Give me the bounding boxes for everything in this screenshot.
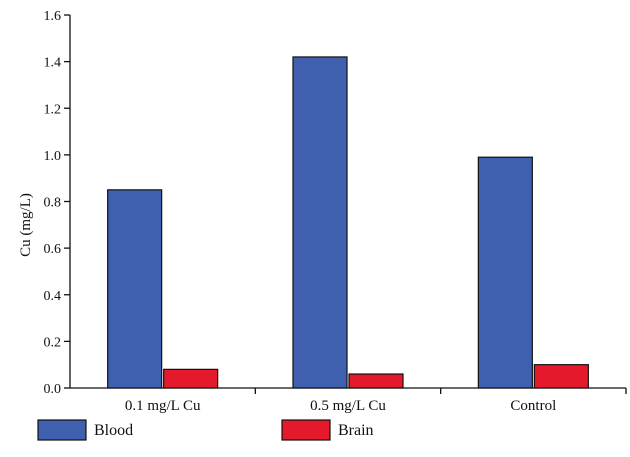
y-tick-label: 0.2: [44, 335, 62, 350]
x-tick-label: 0.5 mg/L Cu: [310, 398, 386, 414]
y-tick-label: 1.4: [44, 56, 62, 71]
y-tick-label: 0.0: [44, 382, 62, 397]
x-tick-label: 0.1 mg/L Cu: [125, 398, 201, 414]
bars: [107, 56, 589, 389]
bar-blood: [292, 56, 348, 389]
y-tick-label: 1.2: [44, 102, 62, 117]
y-tick-label: 0.4: [44, 289, 62, 304]
bar-brain: [533, 364, 589, 389]
y-tick-label: 1.0: [44, 149, 62, 164]
bar-brain: [163, 368, 219, 389]
bar-blood: [107, 189, 163, 389]
y-tick-label: 0.8: [44, 196, 62, 211]
bar-brain: [348, 373, 404, 389]
legend: Blood Brain: [37, 419, 374, 441]
legend-swatch-blood: [37, 419, 87, 441]
legend-swatch-brain: [281, 419, 331, 441]
legend-label-blood: Blood: [94, 422, 133, 439]
bar-blood: [477, 156, 533, 389]
y-tick-label: 0.6: [44, 242, 62, 257]
y-tick-label: 1.6: [44, 9, 62, 24]
legend-label-brain: Brain: [338, 422, 374, 439]
axes: 0.0 0.2 0.4 0.6 0.8 1.0 1.2 1.4 1.6 0.1 mg/L Cu 0.…: [44, 9, 627, 414]
y-axis-label: Cu (mg/L): [18, 193, 34, 257]
x-tick-label: Control: [510, 398, 556, 414]
